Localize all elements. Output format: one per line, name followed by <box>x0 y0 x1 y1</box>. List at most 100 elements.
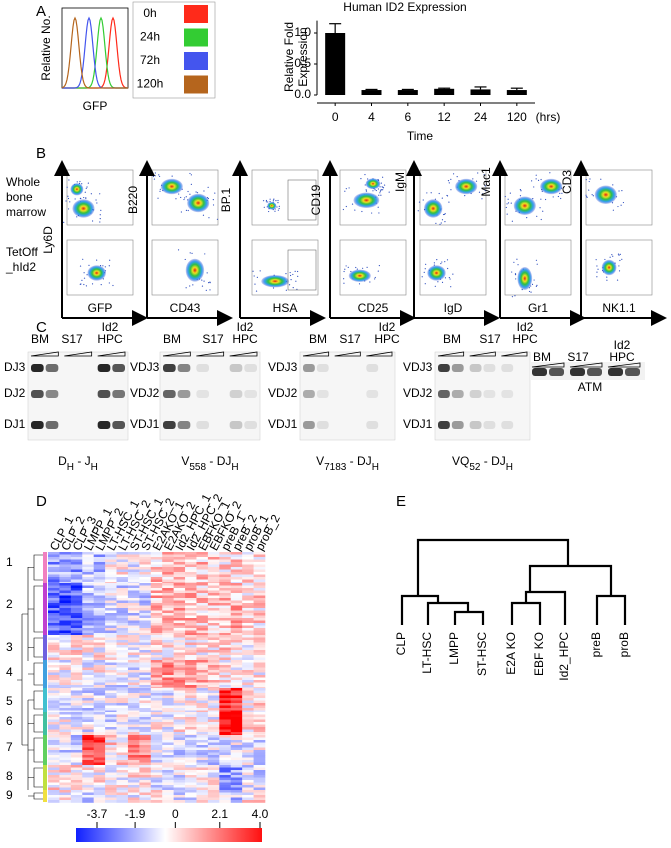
heatmap-cell <box>162 675 174 678</box>
heatmap-cell <box>116 667 129 671</box>
heatmap-cell <box>253 792 266 796</box>
heatmap-cell <box>59 655 72 658</box>
heatmap-cell <box>196 765 209 768</box>
heatmap-cell <box>207 595 220 599</box>
heatmap-cell <box>70 620 83 624</box>
heatmap-cell <box>196 572 209 575</box>
heatmap-cell <box>139 554 152 558</box>
y-axis-label: CD3 <box>560 170 574 194</box>
heatmap-cell <box>162 593 174 596</box>
heatmap-cell <box>59 620 72 624</box>
heatmap-cell <box>185 680 197 683</box>
flow-dot <box>185 209 188 211</box>
heatmap-cell <box>150 660 163 663</box>
flow-dot <box>277 209 279 211</box>
heatmap-cell <box>82 735 94 738</box>
heatmap-cell <box>93 688 106 691</box>
heatmap-cell <box>70 740 83 743</box>
heatmap-cell <box>196 620 209 624</box>
heatmap-cell <box>127 782 140 786</box>
lane-header: S17 <box>61 332 83 346</box>
heatmap-cell <box>185 557 197 560</box>
heatmap-cell <box>105 770 117 773</box>
heatmap-cell <box>219 682 232 686</box>
heatmap-cell <box>105 700 117 704</box>
heatmap-cell <box>93 714 106 718</box>
heatmap-cell <box>70 588 83 591</box>
leaf-label: proB <box>617 632 631 657</box>
heatmap-cell <box>207 762 220 766</box>
flow-dot <box>533 279 535 281</box>
heatmap-cell <box>230 770 243 773</box>
heatmap-cell <box>48 740 60 743</box>
heatmap-cell <box>48 585 60 589</box>
heatmap-cell <box>185 737 197 741</box>
dilution-wedge <box>30 351 59 357</box>
heatmap-cell <box>219 703 232 706</box>
heatmap-cell <box>173 732 186 735</box>
heatmap-cell <box>70 745 83 748</box>
flow-dot <box>537 179 540 181</box>
heatmap-cell <box>59 717 72 720</box>
flow-dot <box>347 266 349 268</box>
heatmap-cell <box>173 745 186 748</box>
heatmap-cell <box>242 780 254 783</box>
flow-dot <box>618 265 620 267</box>
heatmap-cell <box>105 623 117 626</box>
heatmap-cell <box>93 577 106 580</box>
heatmap-cell <box>207 775 220 778</box>
heatmap-cell <box>253 630 266 634</box>
flow-dot <box>596 276 598 278</box>
heatmap-cell <box>185 562 197 565</box>
heatmap-cell <box>139 800 152 803</box>
flow-dot <box>616 279 619 281</box>
heatmap-cell <box>70 735 83 738</box>
heatmap-cell <box>173 667 186 671</box>
heatmap-cell <box>173 645 186 648</box>
flow-dot <box>203 190 205 192</box>
x-tick-label: 12 <box>437 110 451 124</box>
flow-density <box>365 178 381 190</box>
flow-dot <box>159 190 161 192</box>
heatmap-cell <box>173 705 186 709</box>
heatmap-cell <box>253 700 266 704</box>
heatmap-cell <box>70 760 83 763</box>
heatmap-cell <box>70 562 83 565</box>
flow-dot <box>208 217 210 219</box>
heatmap-cell <box>139 762 152 766</box>
gel-band <box>196 421 209 429</box>
heatmap-cell <box>93 660 106 663</box>
heatmap-cell <box>127 633 140 636</box>
heatmap-cell <box>150 630 163 634</box>
lane-header: S17 <box>202 332 224 346</box>
heatmap-cell <box>70 765 83 768</box>
heatmap-cell <box>139 708 152 711</box>
lane-header: BM <box>309 332 327 346</box>
heatmap-cell <box>242 655 254 658</box>
heatmap-cell <box>207 688 220 691</box>
flow-dot <box>513 261 515 263</box>
heatmap-cell <box>242 800 254 803</box>
heatmap-cell <box>139 670 152 673</box>
flow-dot <box>520 190 522 192</box>
heatmap-cell <box>70 610 83 614</box>
heatmap-cell <box>70 795 83 798</box>
heatmap-cell <box>207 685 220 688</box>
heatmap-cell <box>59 605 72 609</box>
y-axis-label: Mac1 <box>479 167 493 197</box>
flow-dot <box>464 195 466 197</box>
y-axis-label: CD19 <box>309 184 323 215</box>
heatmap-cell <box>105 790 117 793</box>
control-label: ATM <box>578 380 602 394</box>
heatmap-cell <box>253 635 266 638</box>
heatmap-cell <box>196 557 209 560</box>
flow-density <box>353 192 380 208</box>
heatmap-cell <box>196 717 209 720</box>
heatmap-cell <box>116 569 129 573</box>
heatmap-cell <box>139 765 152 768</box>
gel-band <box>366 421 379 429</box>
heatmap-cell <box>230 672 243 676</box>
heatmap-cell <box>82 640 94 643</box>
heatmap-cell <box>173 682 186 686</box>
flow-dot <box>372 190 374 192</box>
